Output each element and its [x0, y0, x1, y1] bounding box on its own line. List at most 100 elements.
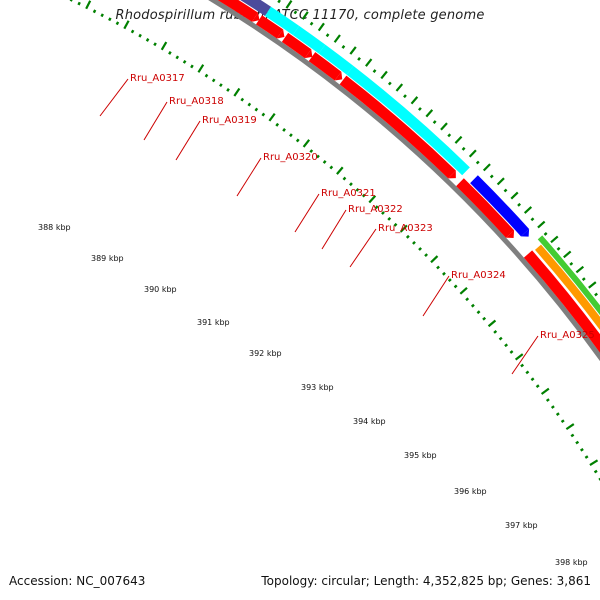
inner-tick-minor	[182, 59, 187, 64]
kbp-label: 389 kbp	[91, 254, 124, 263]
inner-tick-major	[399, 224, 408, 233]
inner-tick-minor	[525, 370, 530, 375]
outer-tick-minor	[357, 56, 361, 61]
gene-leader-line	[349, 228, 377, 268]
inner-tick-minor	[226, 87, 230, 92]
forward-cds-track-blue-arrowhead	[520, 228, 530, 237]
outer-tick-major	[588, 281, 597, 289]
inner-tick-minor	[361, 193, 366, 198]
inner-tick-major	[302, 139, 311, 148]
inner-tick-minor	[309, 149, 314, 154]
inner-tick-major	[368, 195, 377, 204]
outer-tick-minor	[341, 45, 346, 49]
inner-tick-minor	[240, 97, 245, 102]
outer-tick-minor	[475, 160, 480, 165]
kbp-label: 392 kbp	[249, 349, 282, 358]
outer-tick-major	[301, 11, 309, 20]
outer-tick-minor	[447, 133, 452, 138]
reverse-cds-arrow	[255, 15, 284, 39]
gene-label: Rru_A0323	[378, 223, 433, 234]
outer-tick-minor	[517, 202, 522, 207]
inner-tick-minor	[211, 78, 216, 83]
outer-tick-major	[380, 70, 388, 80]
gene-label: Rru_A0321	[321, 188, 376, 199]
inner-tick-minor	[482, 316, 487, 321]
kbp-label: 398 kbp	[555, 558, 588, 567]
reverse-cds-arrow-arrowhead	[251, 12, 260, 22]
gene-label-layer: Rru_A0317 Rru_A0318 Rru_A0319 Rru_A0320 Rru_…	[99, 73, 595, 375]
inner-tick-minor	[530, 377, 535, 382]
outer-tick-minor	[432, 120, 437, 124]
inner-tick-minor	[535, 384, 540, 388]
outer-tick-minor	[387, 81, 392, 86]
outer-tick-minor	[277, 0, 281, 4]
inner-tick-minor	[418, 247, 422, 251]
inner-tick-minor	[115, 21, 120, 26]
reverse-cds-arrow-arrowhead	[304, 49, 313, 59]
outer-tick-major	[425, 109, 434, 118]
inner-tick-minor	[219, 83, 223, 88]
outer-tick-major	[285, 0, 293, 9]
kbp-label: 388 kbp	[38, 223, 71, 232]
inner-tick-major	[197, 64, 205, 73]
forward-cds-track-alt	[240, 0, 272, 16]
inner-tick-minor	[504, 343, 509, 348]
outer-tick-major	[575, 265, 585, 274]
inner-tick-minor	[138, 33, 142, 38]
reverse-cds-arrow	[281, 32, 312, 59]
outer-tick-ring	[277, 0, 598, 297]
forward-cds-track	[264, 6, 300, 35]
outer-tick-minor	[581, 277, 586, 281]
outer-tick-minor	[403, 94, 407, 99]
inner-tick-major	[336, 166, 344, 175]
outer-tick-minor	[293, 10, 298, 15]
inner-tick-minor	[322, 160, 327, 164]
inner-tick-minor	[349, 182, 353, 187]
outer-tick-major	[563, 250, 572, 259]
genome-backbone	[207, 0, 600, 362]
gene-label: Rru_A0320	[263, 152, 318, 163]
outer-tick-major	[510, 191, 519, 200]
gene-label: Rru_A0325	[540, 330, 595, 341]
inner-tick-minor	[476, 310, 481, 315]
inner-tick-minor	[342, 176, 347, 181]
inner-tick-minor	[153, 42, 157, 47]
inner-tick-minor	[555, 412, 560, 416]
inner-tick-major	[123, 20, 130, 30]
gene-leader-line	[99, 78, 129, 117]
inner-tick-minor	[436, 265, 440, 270]
inner-tick-minor	[570, 433, 575, 438]
forward-cds-track	[292, 25, 326, 54]
forward-cds-track	[346, 65, 470, 176]
inner-tick-minor	[204, 73, 209, 78]
inner-tick-minor	[545, 398, 550, 402]
outer-tick-minor	[418, 107, 422, 111]
inner-tick-minor	[465, 297, 470, 302]
inner-tick-minor	[593, 469, 598, 474]
inner-tick-minor	[355, 187, 360, 192]
inner-tick-minor	[168, 51, 172, 55]
inner-tick-minor	[108, 17, 112, 22]
gene-label: Rru_A0324	[451, 270, 506, 281]
genome-stats-text: Topology: circular; Length: 4,352,825 bp…	[261, 574, 591, 588]
gene-leader-line	[294, 193, 320, 233]
outer-tick-minor	[530, 217, 535, 222]
inner-tick-minor	[77, 1, 81, 6]
reverse-cds-arrow	[308, 52, 342, 81]
inner-tick-minor	[498, 336, 503, 341]
outer-tick-minor	[325, 33, 330, 38]
gene-label: Rru_A0318	[169, 96, 224, 107]
inner-tick-minor	[560, 419, 565, 424]
inner-tick-minor	[381, 211, 385, 215]
inner-tick-minor	[282, 128, 286, 132]
gene-leader-line	[511, 335, 539, 375]
outer-tick-major	[550, 235, 559, 244]
inner-tick-minor	[190, 64, 194, 69]
inner-tick-minor	[289, 133, 293, 138]
orf-orange-track	[534, 244, 600, 331]
kbp-label-layer: 388 kbp 389 kbp 390 kbp 391 kbp 392 kbp 393 k…	[38, 223, 588, 567]
inner-tick-minor	[520, 363, 525, 368]
map-title: Rhodospirillum rubrum ATCC 11170, comple…	[115, 8, 485, 23]
inner-tick-minor	[550, 405, 555, 409]
